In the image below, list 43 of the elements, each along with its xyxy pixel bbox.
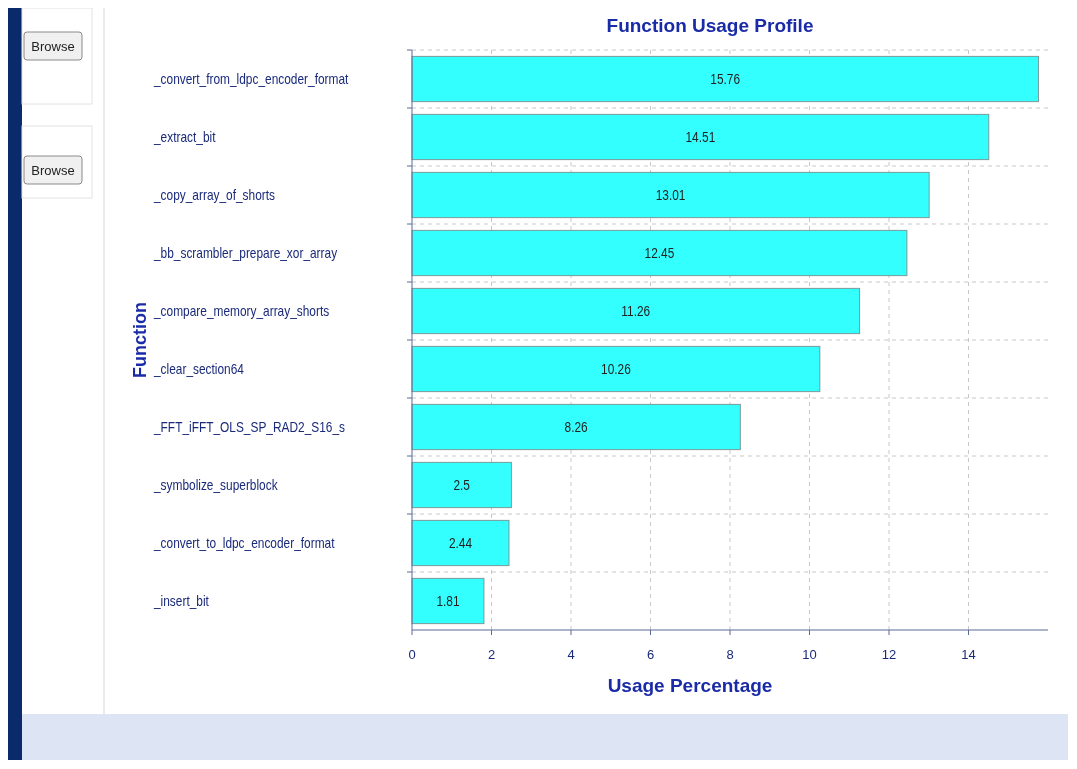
- data-label: 2.44: [448, 535, 473, 552]
- y-tick-label: _convert_from_ldpc_encoder_format: [153, 71, 349, 88]
- data-label: 1.81: [436, 593, 460, 610]
- y-tick-label: _symbolize_superblock: [153, 477, 279, 494]
- data-label: 11.26: [621, 303, 651, 320]
- y-tick-label: _clear_section64: [153, 361, 244, 378]
- bar: [411, 577, 485, 625]
- y-tick-label: _bb_scrambler_prepare_xor_array: [153, 245, 338, 262]
- data-label: 10.26: [601, 361, 631, 378]
- x-tick-label: 4: [567, 647, 575, 662]
- bar: [411, 519, 510, 567]
- bar: [411, 113, 990, 161]
- x-tick-label: 2: [487, 647, 496, 662]
- browse-button: Browse: [23, 31, 83, 61]
- x-tick-label: 8: [726, 647, 734, 662]
- y-tick-label: _FFT_iFFT_OLS_SP_RAD2_S16_s: [153, 419, 346, 436]
- x-tick-label: 14: [961, 647, 976, 662]
- bar: [411, 171, 930, 219]
- y-tick-label: _extract_bit: [153, 129, 216, 146]
- data-label: 2.5: [453, 477, 470, 494]
- x-tick-label: 0: [408, 647, 416, 662]
- data-label: 12.45: [644, 245, 675, 262]
- y-tick-label: _insert_bit: [153, 593, 210, 610]
- y-tick-label: _compare_memory_array_shorts: [153, 303, 330, 320]
- bar: [411, 345, 821, 393]
- data-label: 14.51: [685, 129, 716, 146]
- bar: [411, 287, 861, 335]
- chart-title: Function Usage Profile: [606, 15, 814, 36]
- x-axis-title: Usage Percentage: [607, 675, 773, 696]
- bar: [411, 55, 1039, 103]
- x-tick-label: 10: [802, 647, 817, 662]
- x-tick-label: 12: [881, 647, 897, 662]
- data-label: 8.26: [564, 419, 588, 436]
- bar: [411, 229, 908, 277]
- data-label: 15.76: [710, 71, 741, 88]
- browse-button: Browse: [23, 155, 83, 185]
- x-tick-label: 6: [646, 647, 655, 662]
- bar: [411, 403, 741, 451]
- y-axis-title: Function: [130, 302, 150, 378]
- y-tick-label: _copy_array_of_shorts: [153, 187, 276, 204]
- data-label: 13.01: [655, 187, 686, 204]
- y-tick-label: _convert_to_ldpc_encoder_format: [153, 535, 335, 552]
- bar: [411, 461, 512, 509]
